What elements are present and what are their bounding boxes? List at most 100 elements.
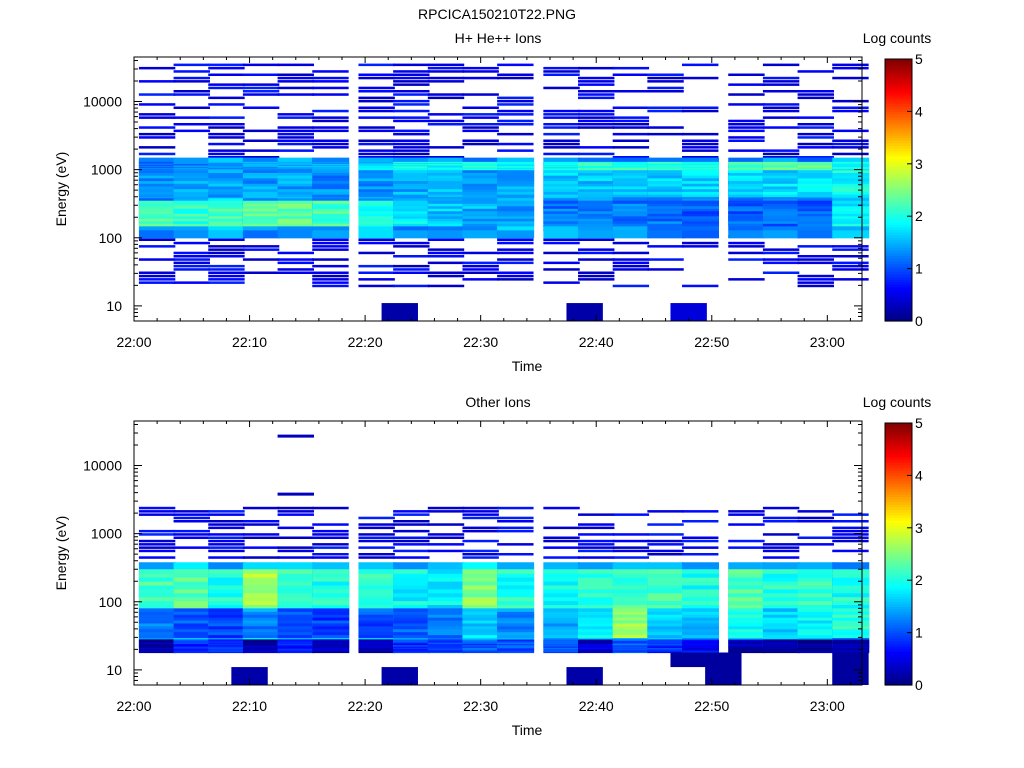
band-cell bbox=[393, 614, 431, 618]
band-cell bbox=[762, 210, 800, 214]
band-cell bbox=[578, 608, 616, 612]
band-cell bbox=[242, 634, 280, 638]
band-cell bbox=[612, 625, 650, 630]
low-energy-block bbox=[231, 667, 268, 685]
colorbar-segment bbox=[885, 216, 912, 220]
sporadic-cell bbox=[497, 109, 534, 113]
band-cell bbox=[173, 617, 211, 621]
sporadic-cell bbox=[358, 109, 395, 113]
band-cell bbox=[208, 600, 246, 606]
colorbar-segment bbox=[885, 462, 912, 466]
band-cell bbox=[208, 617, 246, 621]
band-cell bbox=[728, 172, 766, 176]
band-cell bbox=[578, 200, 616, 204]
band-cell bbox=[208, 634, 246, 638]
band-cell bbox=[797, 175, 835, 179]
sporadic-cell bbox=[208, 66, 245, 70]
band-cell bbox=[497, 183, 535, 187]
sporadic-cell bbox=[728, 258, 765, 261]
band-cell bbox=[393, 617, 431, 621]
colorbar-segment bbox=[885, 271, 912, 275]
band-cell bbox=[277, 161, 315, 164]
sporadic-cell bbox=[832, 261, 869, 265]
sporadic-cell bbox=[832, 278, 869, 281]
band-cell bbox=[173, 573, 211, 578]
band-cell bbox=[358, 213, 396, 217]
sporadic-cell bbox=[578, 152, 615, 156]
sporadic-cell bbox=[832, 268, 869, 271]
sporadic-cell bbox=[393, 513, 430, 516]
band-cell bbox=[543, 210, 581, 214]
sporadic-cell bbox=[543, 251, 580, 255]
band-cell bbox=[138, 569, 176, 574]
band-cell bbox=[208, 562, 246, 572]
sporadic-cell bbox=[242, 93, 280, 96]
band-cell bbox=[208, 208, 246, 212]
sporadic-cell bbox=[138, 245, 176, 248]
band-cell bbox=[427, 161, 465, 164]
band-cell bbox=[797, 205, 835, 209]
band-cell bbox=[647, 200, 685, 204]
band-cell bbox=[797, 634, 835, 638]
sporadic-cell bbox=[393, 271, 430, 274]
band-cell bbox=[647, 191, 685, 195]
sporadic-cell bbox=[393, 523, 430, 526]
sporadic-cell bbox=[242, 258, 280, 261]
band-cell bbox=[312, 651, 350, 654]
band-cell bbox=[762, 644, 800, 647]
band-cell bbox=[612, 215, 650, 219]
band-cell bbox=[497, 619, 535, 624]
band-cell bbox=[427, 643, 465, 646]
band-cell bbox=[208, 175, 246, 179]
band-cell bbox=[208, 644, 246, 647]
band-cell bbox=[393, 645, 431, 648]
band-cell bbox=[647, 210, 685, 214]
sporadic-cell bbox=[462, 93, 499, 96]
band-cell bbox=[312, 172, 350, 176]
sporadic-cell bbox=[138, 549, 176, 553]
band-cell bbox=[497, 625, 535, 630]
colorbar-segment bbox=[885, 310, 912, 314]
band-cell bbox=[797, 622, 835, 627]
band-cell bbox=[728, 163, 766, 165]
band-cell bbox=[682, 648, 720, 651]
band-cell bbox=[647, 592, 685, 598]
band-cell bbox=[138, 215, 176, 219]
band-cell bbox=[242, 580, 280, 586]
x-tick-label: 22:30 bbox=[463, 698, 498, 714]
band-cell bbox=[312, 600, 350, 606]
band-cell bbox=[497, 634, 535, 638]
band-cell bbox=[762, 162, 800, 165]
band-cell bbox=[647, 600, 685, 606]
band-cell bbox=[728, 215, 766, 219]
band-cell bbox=[578, 185, 616, 190]
colorbar-segment bbox=[885, 79, 912, 84]
colorbar-segment bbox=[885, 464, 912, 469]
band-cell bbox=[647, 161, 685, 164]
band-cell bbox=[612, 165, 650, 168]
colorbar-segment bbox=[885, 129, 912, 133]
band-cell bbox=[728, 640, 766, 643]
band-cell bbox=[462, 648, 500, 651]
band-cell bbox=[832, 180, 870, 184]
sporadic-cell bbox=[497, 149, 534, 152]
colorbar-segment bbox=[885, 161, 912, 165]
sporadic-cell bbox=[612, 513, 650, 516]
band-cell bbox=[612, 169, 650, 173]
sporadic-cell bbox=[797, 543, 834, 546]
sporadic-cell bbox=[578, 80, 615, 83]
band-cell bbox=[393, 631, 431, 636]
band-cell bbox=[358, 177, 396, 182]
band-cell bbox=[612, 580, 650, 586]
colorbar-segment bbox=[885, 197, 912, 202]
sporadic-cell bbox=[393, 116, 430, 119]
band-cell bbox=[358, 649, 396, 652]
band-cell bbox=[762, 177, 800, 182]
colorbar-segment bbox=[885, 176, 912, 181]
colorbar-segment bbox=[885, 632, 912, 636]
band-cell bbox=[832, 642, 870, 644]
band-cell bbox=[312, 213, 350, 217]
band-cell bbox=[797, 573, 835, 578]
sporadic-cell bbox=[578, 83, 615, 86]
band-cell bbox=[462, 584, 500, 590]
